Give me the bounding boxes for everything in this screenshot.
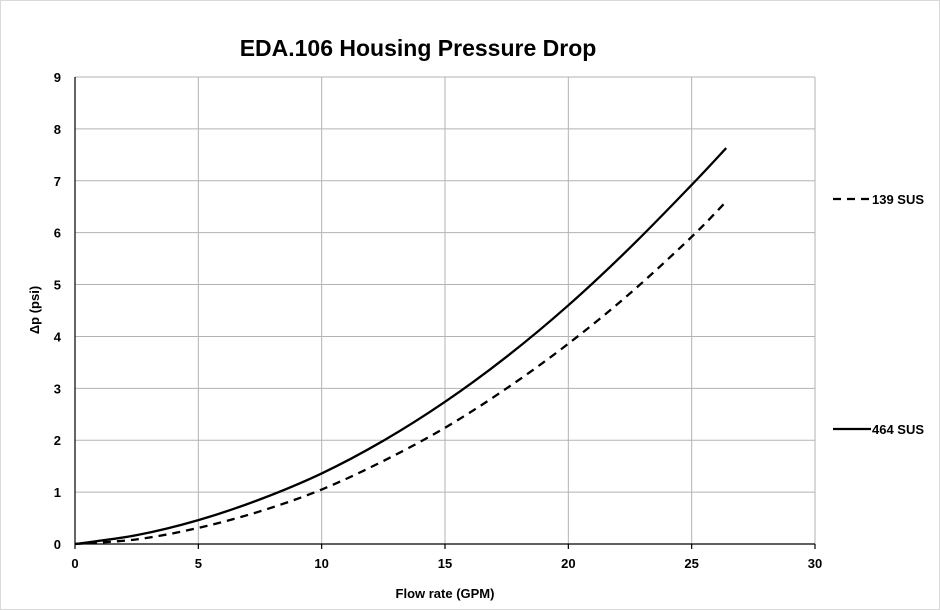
y-tick-label: 6 <box>54 226 61 241</box>
y-tick-label: 2 <box>54 433 61 448</box>
y-tick-label: 0 <box>54 537 61 552</box>
y-tick-label: 1 <box>54 485 61 500</box>
legend-label-464-sus: 464 SUS <box>872 422 924 437</box>
x-tick-label: 15 <box>438 556 452 571</box>
x-tick-label: 30 <box>808 556 822 571</box>
axes <box>74 77 816 549</box>
y-tick-label: 8 <box>54 122 61 137</box>
x-axis-label: Flow rate (GPM) <box>396 586 495 601</box>
y-tick-label: 7 <box>54 174 61 189</box>
x-tick-label: 25 <box>684 556 698 571</box>
series-lines <box>74 147 728 546</box>
y-tick-label: 5 <box>54 278 61 293</box>
chart-title: EDA.106 Housing Pressure Drop <box>240 35 597 61</box>
legend: 139 SUS 464 SUS <box>833 192 924 437</box>
x-tick-label: 10 <box>314 556 328 571</box>
x-tick-label: 0 <box>71 556 78 571</box>
y-tick-label: 3 <box>54 381 61 396</box>
y-tick-label: 4 <box>54 329 62 344</box>
grid-lines <box>75 76 816 544</box>
y-axis-label: Δp (psi) <box>27 286 42 334</box>
y-tick-label: 9 <box>54 70 61 85</box>
x-tick-label: 5 <box>195 556 202 571</box>
x-tick-label: 20 <box>561 556 575 571</box>
legend-label-139-sus: 139 SUS <box>872 192 924 207</box>
series-line-464-sus <box>74 147 728 546</box>
series-line-139-sus <box>74 200 728 546</box>
tick-labels: 0 5 10 15 20 25 30 0 1 2 3 4 5 6 7 8 9 <box>54 70 822 571</box>
